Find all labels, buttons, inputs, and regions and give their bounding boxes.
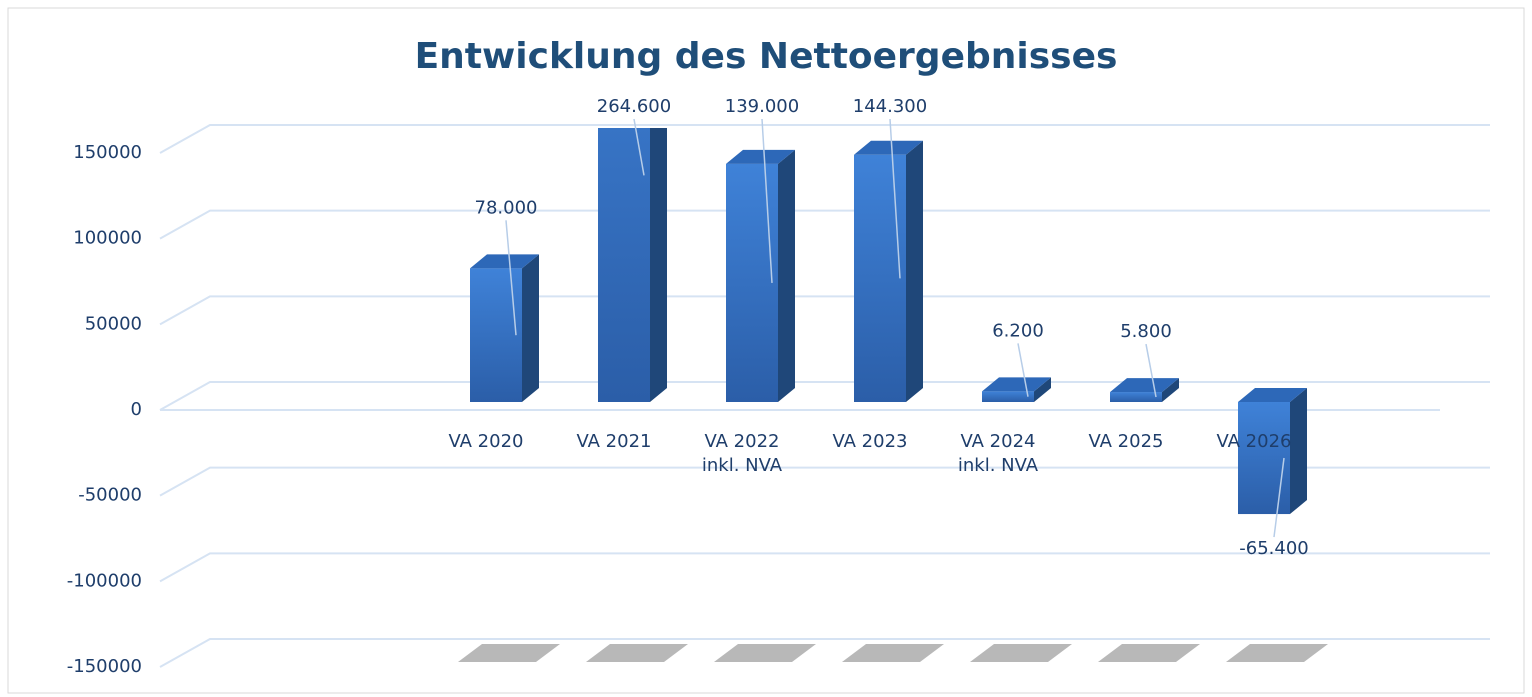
y-tick-label: 150000 <box>73 142 142 163</box>
x-tick-label: VA 2026 <box>1216 431 1292 452</box>
bar-top <box>982 377 1051 392</box>
y-tick-label: 50000 <box>85 313 142 334</box>
grid-line <box>159 381 1490 411</box>
grid-line <box>159 124 1490 154</box>
bar <box>982 391 1034 402</box>
bar-side <box>1162 378 1179 402</box>
x-tick-label: VA 2022 inkl. NVA <box>701 431 783 476</box>
y-tick-label: -50000 <box>78 485 142 506</box>
bar <box>726 163 778 402</box>
bar-side <box>906 140 923 403</box>
leader-line <box>505 220 517 336</box>
data-label: 78.000 <box>475 197 538 218</box>
floor-shadow <box>458 644 560 662</box>
floor-shadow <box>1226 644 1328 662</box>
bar-side <box>650 128 667 402</box>
grid-line <box>159 466 1490 497</box>
bar <box>470 268 522 402</box>
x-tick-label: VA 2021 <box>576 431 652 452</box>
x-tick-label: VA 2024 inkl. NVA <box>957 431 1039 476</box>
chart-title: Entwicklung des Nettoergebnisses <box>415 36 1118 77</box>
leader-line <box>633 118 645 176</box>
grid-line <box>159 209 1490 240</box>
floor-shadow <box>714 644 816 662</box>
floor-shadow <box>586 644 688 662</box>
bar-side <box>778 149 795 402</box>
data-label: 139.000 <box>725 96 799 117</box>
bar-top <box>1110 378 1179 393</box>
bar-top <box>854 140 923 155</box>
bar-top <box>726 149 795 164</box>
x-tick-label: VA 2020 <box>448 431 524 452</box>
x-tick-label: VA 2023 <box>832 431 908 452</box>
bar-side <box>522 254 539 402</box>
bar-side <box>1290 388 1307 515</box>
bar <box>854 154 906 402</box>
data-label: 144.300 <box>853 96 927 117</box>
leader-line <box>889 118 901 279</box>
y-tick-label: -150000 <box>67 656 142 677</box>
floor-shadow <box>970 644 1072 662</box>
data-label: 6.200 <box>992 320 1044 341</box>
y-tick-label: 100000 <box>73 228 142 249</box>
grid-line <box>159 638 1490 668</box>
floor-shadow <box>1098 644 1200 662</box>
bar-top <box>470 254 539 269</box>
y-tick-label: 0 <box>131 399 142 420</box>
data-label: 5.800 <box>1120 321 1172 342</box>
leader-line <box>761 118 773 283</box>
grid-line <box>159 552 1490 583</box>
data-label: 264.600 <box>597 96 671 117</box>
data-label: -65.400 <box>1239 538 1308 559</box>
bar-top <box>1238 388 1307 402</box>
leader-line <box>1145 343 1157 398</box>
chart-border <box>7 7 1525 694</box>
bar <box>598 128 650 402</box>
leader-line <box>1273 457 1285 538</box>
leader-line <box>1017 343 1029 397</box>
x-tick-label: VA 2025 <box>1088 431 1164 452</box>
y-tick-label: -100000 <box>67 570 142 591</box>
bar-side <box>1034 377 1051 402</box>
floor-shadow <box>842 644 944 662</box>
bar <box>1238 402 1290 515</box>
bar <box>1110 392 1162 402</box>
grid-line <box>159 295 1490 326</box>
